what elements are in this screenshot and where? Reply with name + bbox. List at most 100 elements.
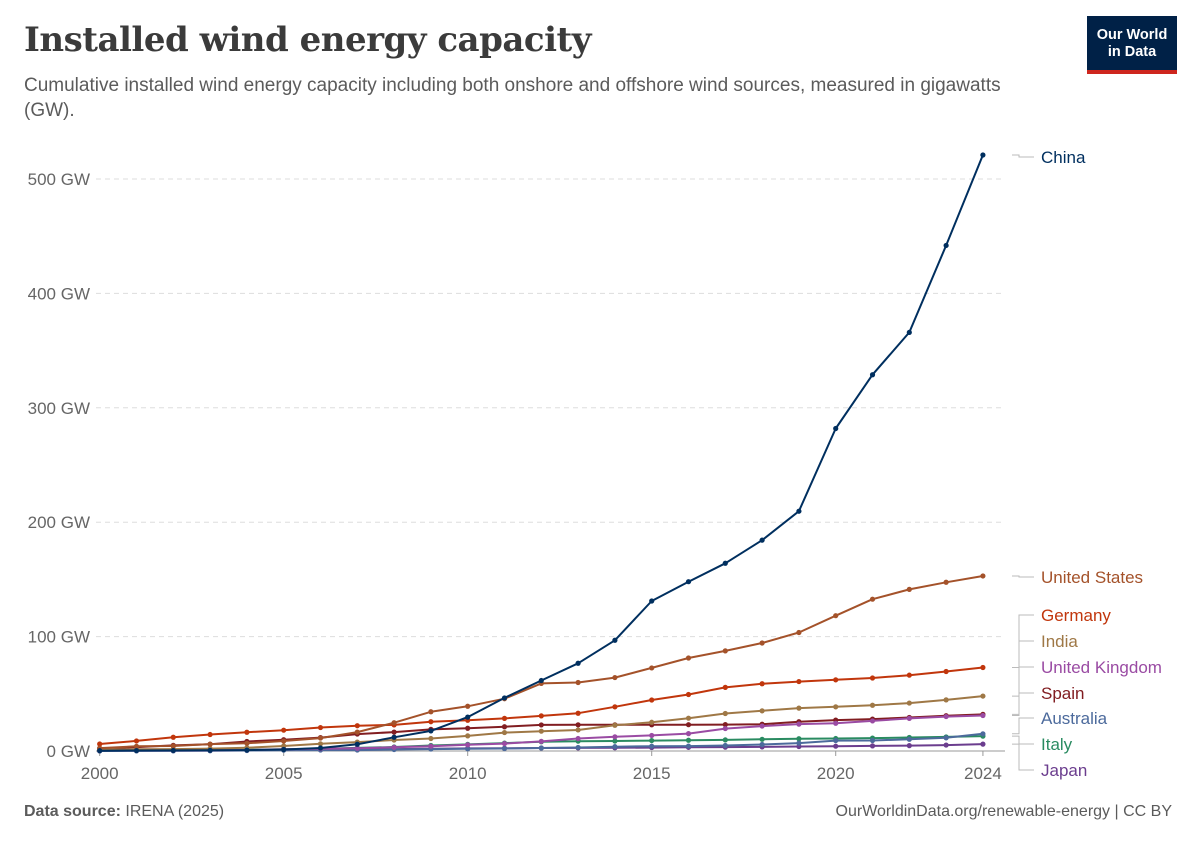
data-point	[980, 731, 986, 737]
data-point	[980, 741, 986, 747]
data-point	[170, 747, 176, 754]
data-point	[649, 665, 655, 671]
data-point	[612, 722, 618, 728]
data-point	[649, 743, 655, 749]
series-label-united-kingdom: United Kingdom	[1041, 658, 1162, 677]
data-point	[906, 586, 912, 592]
data-point	[501, 729, 508, 736]
data-point	[685, 731, 692, 737]
data-point	[759, 681, 765, 687]
data-point	[207, 741, 213, 747]
data-point	[612, 734, 618, 740]
y-tick-label: 400 GW	[28, 284, 90, 303]
data-point	[465, 714, 471, 720]
source-url-link[interactable]: OurWorldinData.org/renewable-energy | CC…	[835, 803, 1172, 820]
data-point	[685, 579, 692, 585]
data-point	[722, 725, 728, 732]
data-point	[501, 695, 508, 701]
data-point	[612, 637, 618, 643]
data-source-value: IRENA (2025)	[125, 803, 225, 820]
label-connector	[1012, 575, 1034, 578]
data-point	[796, 508, 802, 514]
data-point	[465, 746, 471, 752]
data-point	[685, 715, 692, 721]
data-point	[980, 712, 986, 719]
data-point	[428, 743, 434, 749]
y-tick-label: 0 GW	[47, 742, 90, 761]
data-source-label: Data source:	[24, 803, 121, 820]
data-point	[722, 684, 728, 690]
data-point	[685, 737, 692, 743]
data-point	[170, 734, 176, 740]
owid-logo[interactable]: Our World in Data	[1087, 16, 1177, 74]
label-connector	[1012, 154, 1034, 158]
data-point	[833, 737, 839, 744]
y-tick-label: 500 GW	[28, 170, 90, 189]
data-point	[906, 700, 912, 706]
x-tick-label: 2015	[633, 764, 671, 783]
data-point	[649, 732, 655, 739]
label-connector	[1012, 735, 1034, 745]
data-point	[833, 704, 839, 710]
data-point	[869, 718, 876, 724]
data-point	[465, 703, 471, 709]
data-point	[133, 747, 140, 754]
data-point	[685, 655, 692, 661]
data-point	[722, 648, 728, 654]
data-point	[575, 679, 581, 686]
data-point	[722, 560, 728, 566]
data-point	[943, 713, 949, 720]
data-point	[943, 697, 949, 703]
data-point	[612, 704, 618, 710]
data-point	[869, 675, 876, 681]
series-label-germany: Germany	[1041, 606, 1111, 625]
data-point	[759, 537, 765, 543]
data-point	[391, 720, 397, 726]
data-point	[501, 745, 508, 752]
data-point	[244, 729, 250, 735]
data-point	[869, 737, 876, 744]
data-point	[133, 743, 140, 749]
series-label-australia: Australia	[1041, 709, 1108, 728]
data-point	[943, 742, 949, 748]
data-point	[612, 738, 618, 744]
data-point	[796, 736, 802, 742]
data-point	[501, 715, 508, 721]
data-point	[575, 727, 581, 733]
data-point	[649, 598, 655, 604]
label-connector	[1012, 717, 1034, 735]
data-point	[869, 596, 876, 602]
data-point	[428, 735, 434, 742]
y-tick-label: 300 GW	[28, 399, 90, 418]
data-point	[943, 668, 949, 675]
data-point	[538, 738, 544, 744]
data-point	[538, 745, 544, 751]
data-point	[317, 735, 324, 741]
data-point	[354, 729, 360, 735]
data-point	[685, 743, 692, 749]
data-point	[170, 743, 176, 749]
x-tick-label: 2005	[265, 764, 303, 783]
data-point	[428, 719, 434, 725]
data-point	[317, 745, 324, 751]
data-point	[281, 746, 287, 753]
data-point	[833, 425, 839, 432]
series-line-china	[99, 154, 984, 752]
data-point	[833, 743, 839, 749]
data-point	[759, 736, 765, 742]
data-point	[906, 329, 912, 336]
data-point	[685, 722, 692, 728]
series-label-china: China	[1041, 148, 1086, 167]
data-point	[391, 744, 397, 750]
data-point	[906, 672, 912, 678]
data-point	[575, 735, 581, 742]
data-point	[759, 741, 765, 748]
data-point	[612, 674, 618, 681]
data-point	[133, 738, 140, 744]
data-point	[980, 573, 986, 579]
data-point	[465, 733, 471, 739]
data-point	[906, 736, 912, 742]
data-point	[869, 372, 876, 378]
data-point	[943, 242, 949, 249]
